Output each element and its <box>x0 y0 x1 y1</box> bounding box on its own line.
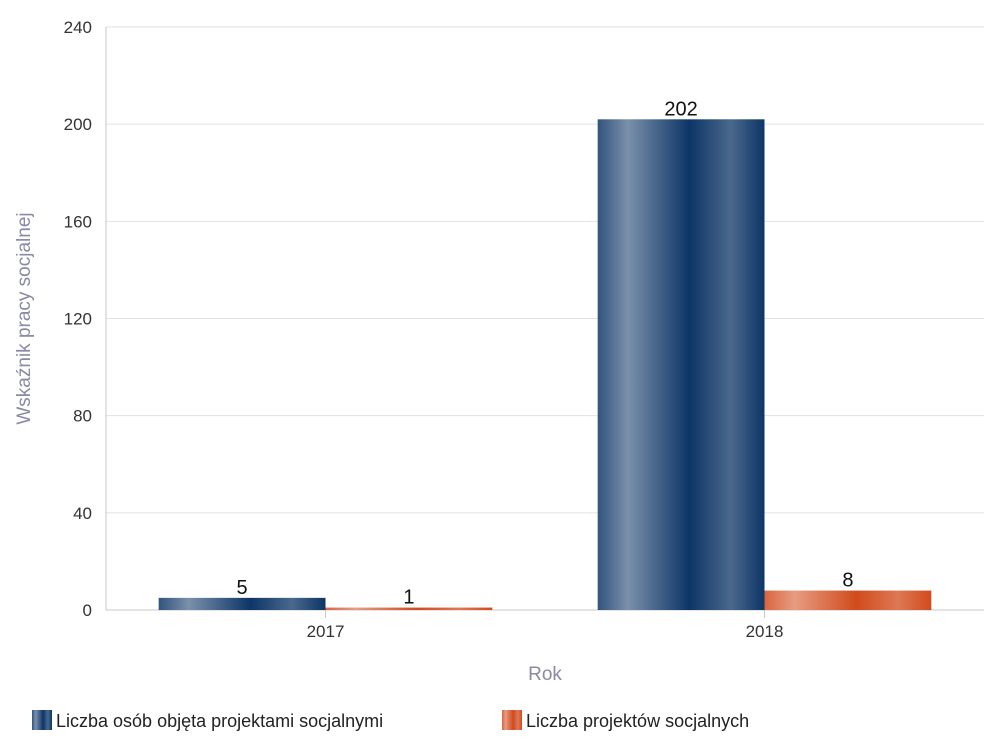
legend-item-2: Liczba projektów socjalnych <box>502 710 749 731</box>
bar-2017-series-2 <box>325 607 493 610</box>
y-tick-label: 120 <box>64 310 92 329</box>
data-label: 5 <box>237 577 248 599</box>
y-axis-title: Wskaźnik pracy socjalnej <box>14 212 35 424</box>
data-labels: 5 1 202 8 <box>237 98 854 608</box>
data-label: 1 <box>403 587 414 609</box>
legend: Liczba osób objęta projektami socjalnymi… <box>32 710 749 731</box>
data-label: 202 <box>664 98 697 120</box>
y-tick-label: 0 <box>83 601 92 620</box>
x-tick-label: 2017 <box>307 622 345 641</box>
y-tick-label: 200 <box>64 115 92 134</box>
legend-swatch <box>502 710 522 730</box>
y-tick-label: 240 <box>64 18 92 37</box>
axes: 0 40 80 120 160 200 240 2017 2018 Rok Wskaźnik pra… <box>14 18 984 685</box>
data-label: 8 <box>842 570 853 592</box>
legend-label: Liczba projektów socjalnych <box>526 711 749 731</box>
bar-2017-series-1 <box>158 597 326 610</box>
y-tick-label: 160 <box>64 212 92 231</box>
bars <box>158 119 932 610</box>
y-tick-label: 80 <box>73 407 92 426</box>
x-tick-label: 2018 <box>746 622 784 641</box>
legend-swatch <box>32 710 52 730</box>
x-axis-title: Rok <box>528 664 562 685</box>
gridlines <box>106 26 984 514</box>
bar-2018-series-2 <box>764 590 932 610</box>
bar-2018-series-1 <box>597 119 765 610</box>
legend-label: Liczba osób objęta projektami socjalnymi <box>56 711 383 731</box>
y-tick-label: 40 <box>73 504 92 523</box>
legend-item-1: Liczba osób objęta projektami socjalnymi <box>32 710 383 731</box>
